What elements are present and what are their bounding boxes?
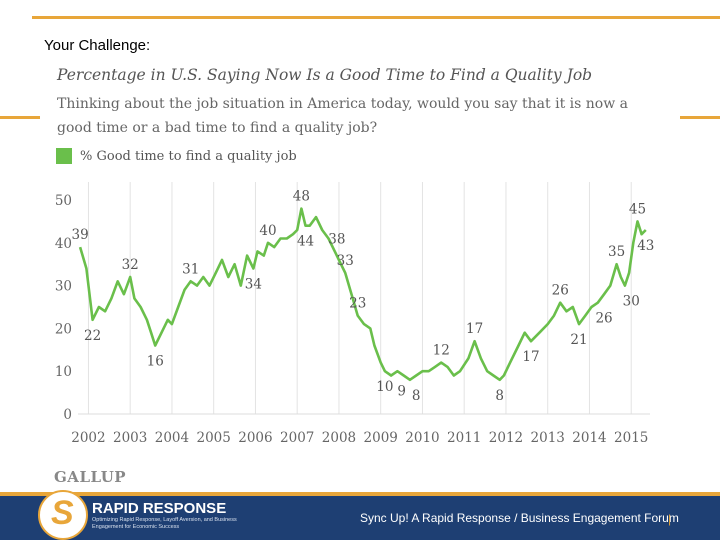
x-tick-label: 2005 [197, 430, 231, 446]
data-label: 30 [623, 294, 640, 310]
data-label: 10 [376, 379, 393, 395]
logo-s-mark: S [51, 494, 74, 532]
x-tick-label: 2004 [155, 430, 189, 446]
x-tick-label: 2008 [322, 430, 356, 446]
y-tick-label: 0 [63, 407, 72, 423]
x-tick-label: 2011 [447, 430, 481, 446]
data-label: 16 [147, 354, 164, 370]
data-label: 43 [637, 238, 654, 254]
data-label: 8 [412, 388, 421, 404]
gallup-logo: GALLUP [54, 468, 127, 486]
data-label: 33 [337, 253, 354, 269]
data-label: 26 [595, 311, 612, 327]
chart-subtitle: Thinking about the job situation in Amer… [57, 96, 628, 136]
y-tick-label: 50 [55, 193, 72, 209]
x-tick-label: 2013 [531, 430, 565, 446]
x-tick-label: 2002 [71, 430, 105, 446]
footer-accent-stripe [0, 492, 720, 496]
y-tick-label: 30 [55, 279, 72, 295]
slide-heading: Your Challenge: [44, 37, 151, 54]
series-line [78, 207, 647, 382]
brand-tagline: Optimizing Rapid Response, Layoff Aversi… [92, 517, 237, 530]
x-tick-label: 2009 [364, 430, 398, 446]
x-tick-label: 2014 [572, 430, 606, 446]
data-label: 35 [608, 244, 625, 260]
data-label: 9 [397, 383, 406, 399]
data-label: 34 [245, 276, 262, 292]
rapid-response-logo-icon [38, 490, 88, 540]
y-tick-label: 40 [55, 236, 72, 252]
right-accent-rule [680, 116, 720, 119]
x-tick-label: 2006 [238, 430, 272, 446]
data-label: 17 [522, 349, 539, 365]
brand-name: RAPID RESPONSE [92, 500, 227, 517]
data-label: 39 [71, 227, 88, 243]
x-tick-label: 2007 [280, 430, 314, 446]
data-label: 40 [259, 223, 276, 239]
top-accent-rule [32, 16, 720, 19]
x-tick-label: 2010 [405, 430, 439, 446]
line-chart: 2002 2003 2004 2005 2006 2007 2008 2009 2010 2011… [55, 182, 654, 446]
footer-divider-mark: | [668, 512, 672, 526]
x-tick-label: 2015 [614, 430, 648, 446]
x-tick-label: 2012 [489, 430, 523, 446]
data-label: 32 [122, 257, 139, 273]
footer-bar [0, 496, 720, 540]
data-label: 44 [297, 234, 314, 250]
legend-swatch [56, 148, 72, 164]
data-label: 38 [328, 231, 345, 247]
data-label: 21 [570, 332, 587, 348]
data-label: 8 [495, 388, 504, 404]
y-tick-label: 10 [55, 364, 72, 380]
data-label: 45 [629, 201, 646, 217]
legend-label: % Good time to find a quality job [80, 148, 297, 164]
footer-forum-text: Sync Up! A Rapid Response / Business Eng… [360, 511, 679, 525]
data-label: 26 [552, 283, 569, 299]
chart-title: Percentage in U.S. Saying Now Is a Good … [57, 66, 593, 84]
x-tick-label: 2003 [113, 430, 147, 446]
chart-legend: % Good time to find a quality job [56, 148, 297, 164]
left-accent-rule [0, 116, 40, 119]
data-label: 17 [466, 321, 483, 337]
data-label: 48 [293, 189, 310, 205]
data-label: 12 [433, 343, 450, 359]
data-label: 23 [349, 296, 366, 312]
chart-card: Percentage in U.S. Saying Now Is a Good … [40, 56, 680, 490]
data-label: 31 [182, 261, 199, 277]
y-tick-label: 20 [55, 321, 72, 337]
data-label: 22 [84, 328, 101, 344]
